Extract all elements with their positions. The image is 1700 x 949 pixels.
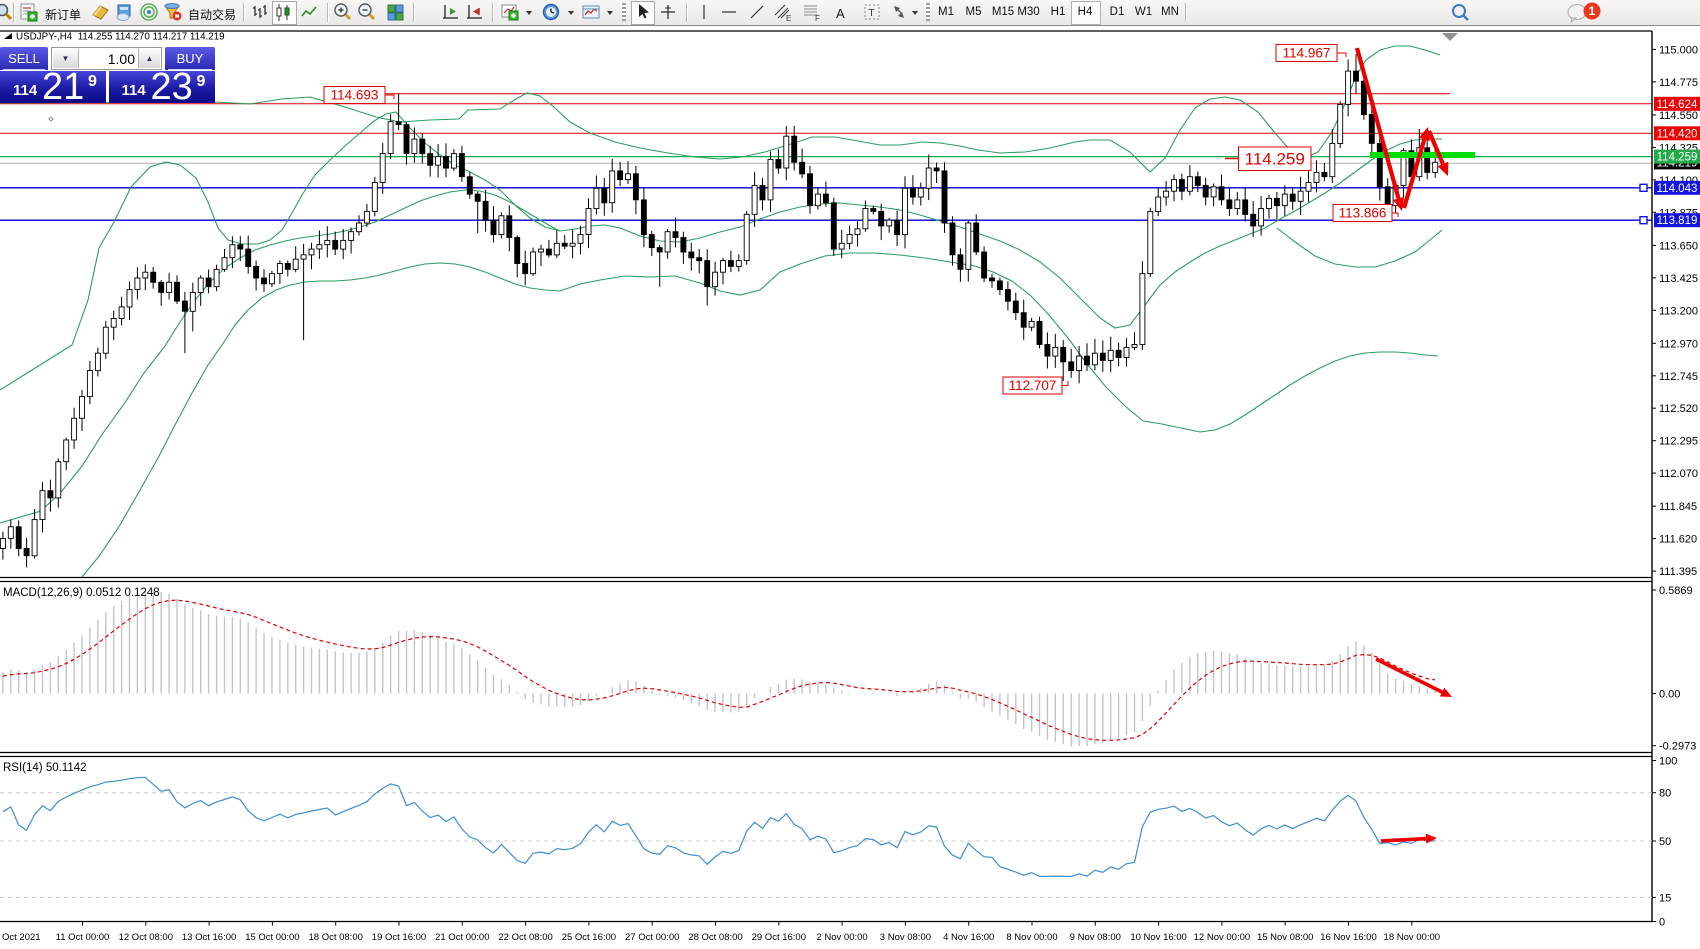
svg-text:MACD(12,26,9) 0.0512 0.1248: MACD(12,26,9) 0.0512 0.1248 <box>3 587 160 599</box>
svg-text:113.819: 113.819 <box>1657 215 1698 227</box>
svg-text:115.000: 115.000 <box>1659 44 1698 56</box>
svg-text:18 Oct 08:00: 18 Oct 08:00 <box>308 932 362 943</box>
svg-text:50: 50 <box>1659 836 1671 848</box>
svg-text:114.550: 114.550 <box>1659 110 1698 122</box>
svg-text:111.845: 111.845 <box>1659 501 1697 513</box>
svg-text:27 Oct 00:00: 27 Oct 00:00 <box>625 932 679 943</box>
svg-text:0: 0 <box>1659 917 1665 929</box>
svg-text:25 Oct 16:00: 25 Oct 16:00 <box>562 932 616 943</box>
svg-text:0.00: 0.00 <box>1659 689 1680 701</box>
svg-text:USDJPY-,H4 114.255 114.270 11: USDJPY-,H4 114.255 114.270 114.217 114.2… <box>16 32 225 43</box>
svg-text:E: E <box>786 14 791 23</box>
svg-text:112.295: 112.295 <box>1659 436 1698 448</box>
svg-text:100: 100 <box>1659 756 1677 768</box>
svg-text:-0.2973: -0.2973 <box>1659 741 1696 753</box>
svg-text:15 Nov 08:00: 15 Nov 08:00 <box>1257 932 1314 943</box>
svg-text:28 Oct 08:00: 28 Oct 08:00 <box>688 932 742 943</box>
svg-text:12 Oct 08:00: 12 Oct 08:00 <box>119 932 173 943</box>
svg-text:113.425: 113.425 <box>1659 273 1698 285</box>
svg-text:21 Oct 00:00: 21 Oct 00:00 <box>435 932 489 943</box>
svg-text:0.5869: 0.5869 <box>1659 585 1693 597</box>
svg-text:11 Oct 00:00: 11 Oct 00:00 <box>56 932 110 943</box>
svg-text:113.866: 113.866 <box>1339 206 1387 221</box>
svg-text:111.395: 111.395 <box>1659 566 1697 578</box>
svg-text:12 Nov 00:00: 12 Nov 00:00 <box>1194 932 1251 943</box>
svg-text:114.259: 114.259 <box>1245 150 1305 169</box>
svg-text:2 Nov 00:00: 2 Nov 00:00 <box>816 932 867 943</box>
svg-text:113.650: 113.650 <box>1659 240 1698 252</box>
svg-text:9 Nov 08:00: 9 Nov 08:00 <box>1070 932 1121 943</box>
svg-text:114.624: 114.624 <box>1657 99 1698 111</box>
svg-text:13 Oct 16:00: 13 Oct 16:00 <box>182 932 236 943</box>
svg-text:112.070: 112.070 <box>1659 468 1698 480</box>
svg-text:F: F <box>815 14 820 23</box>
svg-text:114.043: 114.043 <box>1657 183 1698 195</box>
svg-text:Oct 2021: Oct 2021 <box>2 932 41 943</box>
svg-text:T: T <box>869 8 875 19</box>
svg-text:4 Nov 16:00: 4 Nov 16:00 <box>943 932 994 943</box>
svg-text:114.775: 114.775 <box>1659 77 1698 89</box>
svg-text:112.520: 112.520 <box>1659 403 1698 415</box>
svg-text:29 Oct 16:00: 29 Oct 16:00 <box>752 932 806 943</box>
svg-text:3 Nov 08:00: 3 Nov 08:00 <box>880 932 931 943</box>
svg-text:18 Nov 00:00: 18 Nov 00:00 <box>1384 932 1441 943</box>
svg-text:111.620: 111.620 <box>1659 534 1697 546</box>
svg-text:114.420: 114.420 <box>1657 128 1698 140</box>
svg-text:16 Nov 16:00: 16 Nov 16:00 <box>1320 932 1377 943</box>
svg-text:10 Nov 16:00: 10 Nov 16:00 <box>1130 932 1187 943</box>
svg-text:22 Oct 08:00: 22 Oct 08:00 <box>498 932 552 943</box>
svg-text:15: 15 <box>1659 892 1671 904</box>
svg-text:RSI(14) 50.1142: RSI(14) 50.1142 <box>3 762 87 774</box>
svg-text:8 Nov 00:00: 8 Nov 00:00 <box>1006 932 1057 943</box>
svg-text:1: 1 <box>1589 4 1596 18</box>
svg-text:113.200: 113.200 <box>1659 305 1698 317</box>
svg-text:114.259: 114.259 <box>1657 152 1698 164</box>
svg-text:112.745: 112.745 <box>1659 371 1698 383</box>
svg-text:114.693: 114.693 <box>331 88 379 103</box>
svg-text:15 Oct 00:00: 15 Oct 00:00 <box>245 932 299 943</box>
svg-text:112.970: 112.970 <box>1659 338 1698 350</box>
svg-text:80: 80 <box>1659 788 1671 800</box>
svg-text:114.967: 114.967 <box>1283 46 1331 61</box>
svg-text:19 Oct 16:00: 19 Oct 16:00 <box>372 932 426 943</box>
svg-text:112.707: 112.707 <box>1009 378 1057 393</box>
